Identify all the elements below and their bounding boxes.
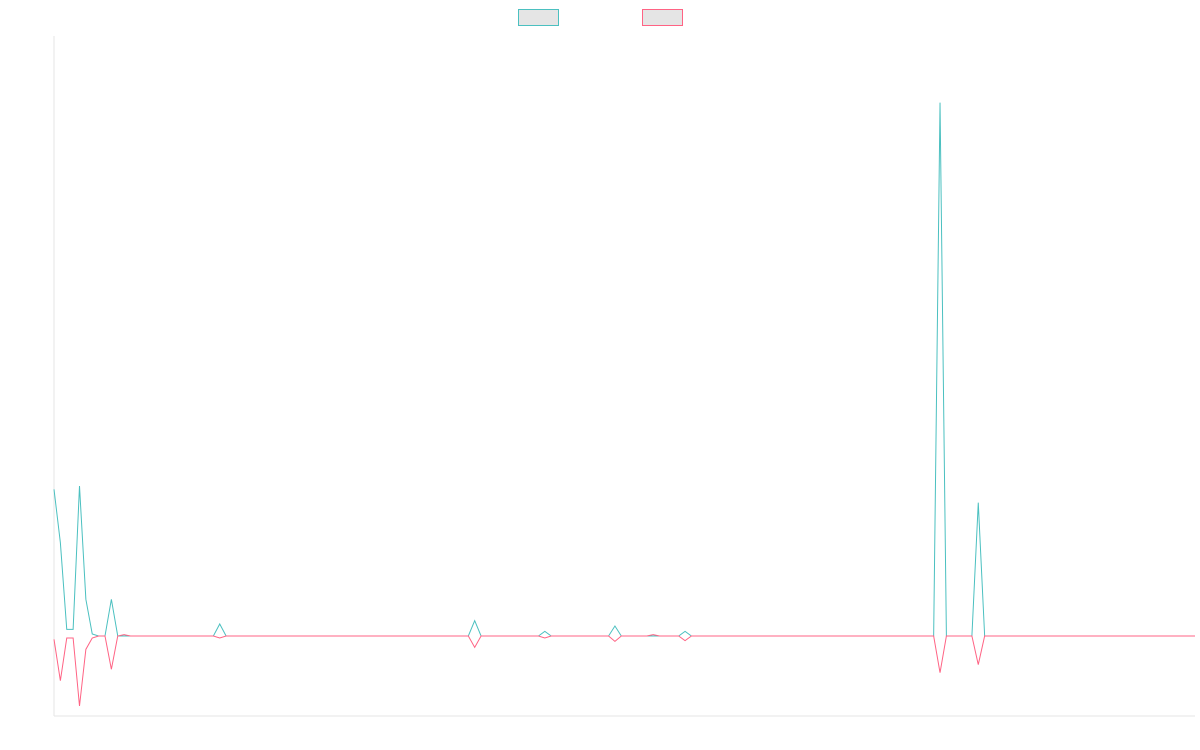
series-line-1 xyxy=(53,102,1195,637)
legend-swatch-2[interactable] xyxy=(642,9,683,26)
axes xyxy=(53,36,1195,717)
series-line-2 xyxy=(53,634,1195,707)
legend xyxy=(518,9,683,26)
legend-swatch-1[interactable] xyxy=(518,9,559,26)
series-layer xyxy=(53,102,1195,707)
